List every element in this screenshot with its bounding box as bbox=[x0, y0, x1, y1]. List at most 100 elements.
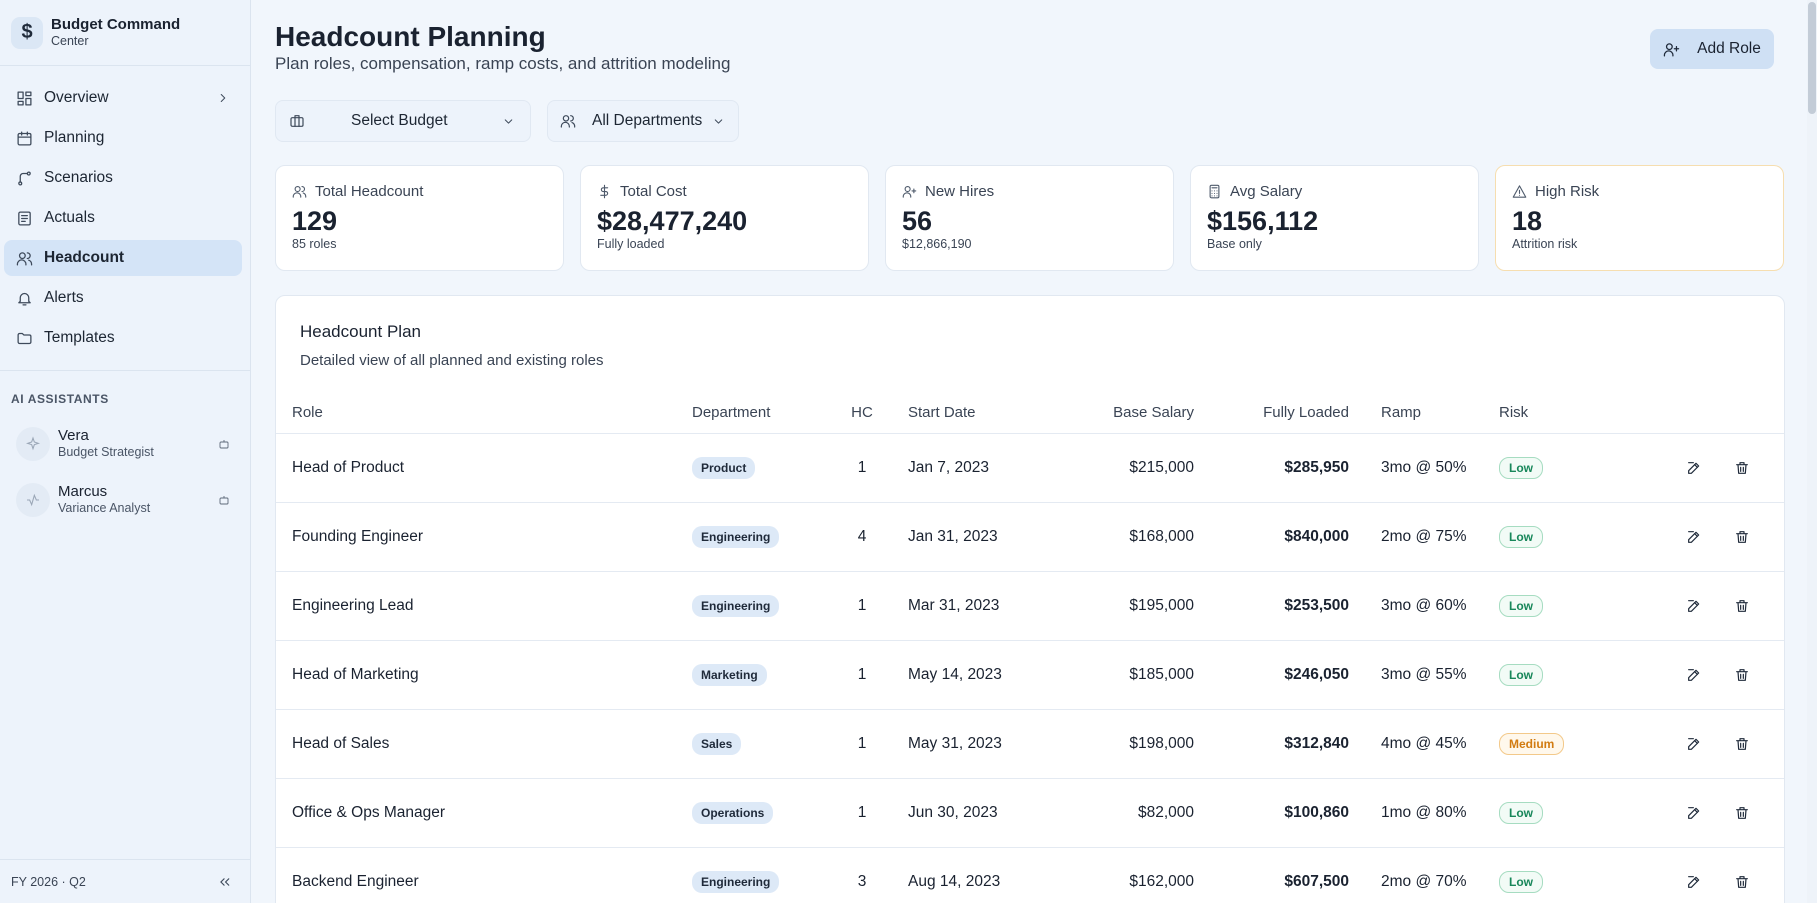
bot-icon bbox=[219, 496, 229, 505]
cell-risk: Low bbox=[1499, 778, 1619, 848]
table-row[interactable]: Head of Marketing Marketing 1 May 14, 20… bbox=[276, 640, 1784, 710]
sidebar-item-label: Templates bbox=[44, 329, 115, 346]
collapse-sidebar-icon[interactable] bbox=[218, 875, 232, 889]
users-icon bbox=[560, 115, 576, 128]
column-header[interactable]: Risk bbox=[1499, 393, 1619, 434]
cell-risk: Medium bbox=[1499, 709, 1619, 779]
cell-fully-loaded: $253,500 bbox=[1194, 571, 1349, 641]
table-row[interactable]: Office & Ops Manager Operations 1 Jun 30… bbox=[276, 778, 1784, 848]
cell-department: Engineering bbox=[692, 847, 840, 903]
sidebar-item-overview[interactable]: Overview bbox=[4, 80, 242, 116]
stat-card-high-risk: High Risk 18 Attrition risk bbox=[1495, 165, 1784, 271]
assistant-role: Variance Analyst bbox=[58, 501, 151, 515]
stat-value: 18 bbox=[1512, 206, 1543, 236]
risk-badge: Low bbox=[1499, 801, 1543, 824]
cell-ramp: 1mo @ 80% bbox=[1349, 778, 1499, 848]
cell-role: Head of Marketing bbox=[276, 640, 692, 710]
layout-grid-icon bbox=[17, 90, 32, 106]
column-header[interactable]: HC bbox=[840, 393, 884, 434]
cell-actions bbox=[1619, 571, 1784, 641]
assistant-vera[interactable]: Vera Budget Strategist bbox=[8, 420, 242, 468]
cell-fully-loaded: $100,860 bbox=[1194, 778, 1349, 848]
cell-role: Office & Ops Manager bbox=[276, 778, 692, 848]
edit-icon[interactable] bbox=[1680, 454, 1708, 482]
scrollbar-thumb[interactable] bbox=[1808, 2, 1816, 114]
cell-actions bbox=[1619, 778, 1784, 848]
edit-icon[interactable] bbox=[1680, 523, 1708, 551]
sidebar-item-alerts[interactable]: Alerts bbox=[4, 280, 242, 316]
sidebar-item-planning[interactable]: Planning bbox=[4, 120, 242, 156]
table-row[interactable]: Head of Product Product 1 Jan 7, 2023 $2… bbox=[276, 433, 1784, 503]
edit-icon[interactable] bbox=[1680, 730, 1708, 758]
budget-select[interactable]: Select Budget bbox=[275, 100, 531, 142]
edit-icon[interactable] bbox=[1680, 799, 1708, 827]
table-row[interactable]: Backend Engineer Engineering 3 Aug 14, 2… bbox=[276, 847, 1784, 903]
cell-department: Engineering bbox=[692, 502, 840, 572]
trash-icon[interactable] bbox=[1728, 454, 1756, 482]
cell-base-salary: $82,000 bbox=[1064, 778, 1194, 848]
cell-start-date: Mar 31, 2023 bbox=[884, 571, 1064, 641]
risk-badge: Low bbox=[1499, 456, 1543, 479]
sidebar-item-headcount[interactable]: Headcount bbox=[4, 240, 242, 276]
dollar-icon bbox=[600, 184, 609, 199]
branch-icon bbox=[18, 170, 31, 186]
column-header[interactable]: Base Salary bbox=[1064, 393, 1194, 434]
cell-role: Head of Sales bbox=[276, 709, 692, 779]
trash-icon[interactable] bbox=[1728, 730, 1756, 758]
sidebar-item-actuals[interactable]: Actuals bbox=[4, 200, 242, 236]
cell-start-date: Jan 7, 2023 bbox=[884, 433, 1064, 503]
cell-role: Backend Engineer bbox=[276, 847, 692, 903]
cell-ramp: 3mo @ 55% bbox=[1349, 640, 1499, 710]
cell-department: Marketing bbox=[692, 640, 840, 710]
sidebar-item-label: Scenarios bbox=[44, 169, 113, 186]
users-icon bbox=[292, 185, 307, 198]
trash-icon[interactable] bbox=[1728, 661, 1756, 689]
table-row[interactable]: Engineering Lead Engineering 1 Mar 31, 2… bbox=[276, 571, 1784, 641]
cell-base-salary: $215,000 bbox=[1064, 433, 1194, 503]
cell-hc: 1 bbox=[840, 571, 884, 641]
trash-icon[interactable] bbox=[1728, 799, 1756, 827]
chevron-right-icon bbox=[220, 93, 226, 103]
edit-icon[interactable] bbox=[1680, 661, 1708, 689]
edit-icon[interactable] bbox=[1680, 592, 1708, 620]
cell-department: Operations bbox=[692, 778, 840, 848]
column-header[interactable]: Role bbox=[276, 393, 692, 434]
department-badge: Engineering bbox=[692, 870, 780, 893]
cell-fully-loaded: $840,000 bbox=[1194, 502, 1349, 572]
cell-role: Engineering Lead bbox=[276, 571, 692, 641]
cell-risk: Low bbox=[1499, 502, 1619, 572]
cell-role: Founding Engineer bbox=[276, 502, 692, 572]
assistant-marcus[interactable]: Marcus Variance Analyst bbox=[8, 476, 242, 524]
cell-actions bbox=[1619, 502, 1784, 572]
sidebar-item-templates[interactable]: Templates bbox=[4, 320, 242, 356]
cell-risk: Low bbox=[1499, 847, 1619, 903]
page-scrollbar[interactable] bbox=[1807, 0, 1817, 903]
table-row[interactable]: Head of Sales Sales 1 May 31, 2023 $198,… bbox=[276, 709, 1784, 779]
avatar bbox=[16, 427, 50, 461]
column-header[interactable]: Start Date bbox=[884, 393, 1064, 434]
calendar-icon bbox=[17, 130, 32, 146]
column-header[interactable]: Ramp bbox=[1349, 393, 1499, 434]
sidebar-item-scenarios[interactable]: Scenarios bbox=[4, 160, 242, 196]
trash-icon[interactable] bbox=[1728, 868, 1756, 896]
trash-icon[interactable] bbox=[1728, 523, 1756, 551]
cell-hc: 4 bbox=[840, 502, 884, 572]
trash-icon[interactable] bbox=[1728, 592, 1756, 620]
stat-note: Attrition risk bbox=[1512, 237, 1578, 251]
cell-department: Sales bbox=[692, 709, 840, 779]
table-row[interactable]: Founding Engineer Engineering 4 Jan 31, … bbox=[276, 502, 1784, 572]
budget-select-value: Select Budget bbox=[351, 112, 448, 129]
add-role-button[interactable]: Add Role bbox=[1650, 29, 1774, 69]
stat-value: $156,112 bbox=[1207, 206, 1319, 236]
cell-risk: Low bbox=[1499, 640, 1619, 710]
cell-fully-loaded: $607,500 bbox=[1194, 847, 1349, 903]
edit-icon[interactable] bbox=[1680, 868, 1708, 896]
main-content: Headcount Planning Plan roles, compensat… bbox=[252, 0, 1807, 903]
sidebar-item-label: Alerts bbox=[44, 289, 84, 306]
department-select[interactable]: All Departments bbox=[547, 100, 739, 142]
column-header[interactable]: Department bbox=[692, 393, 840, 434]
cell-department: Product bbox=[692, 433, 840, 503]
sidebar-item-label: Actuals bbox=[44, 209, 95, 226]
column-header[interactable]: Fully Loaded bbox=[1194, 393, 1349, 434]
headcount-plan-panel: Headcount Plan Detailed view of all plan… bbox=[275, 295, 1785, 903]
